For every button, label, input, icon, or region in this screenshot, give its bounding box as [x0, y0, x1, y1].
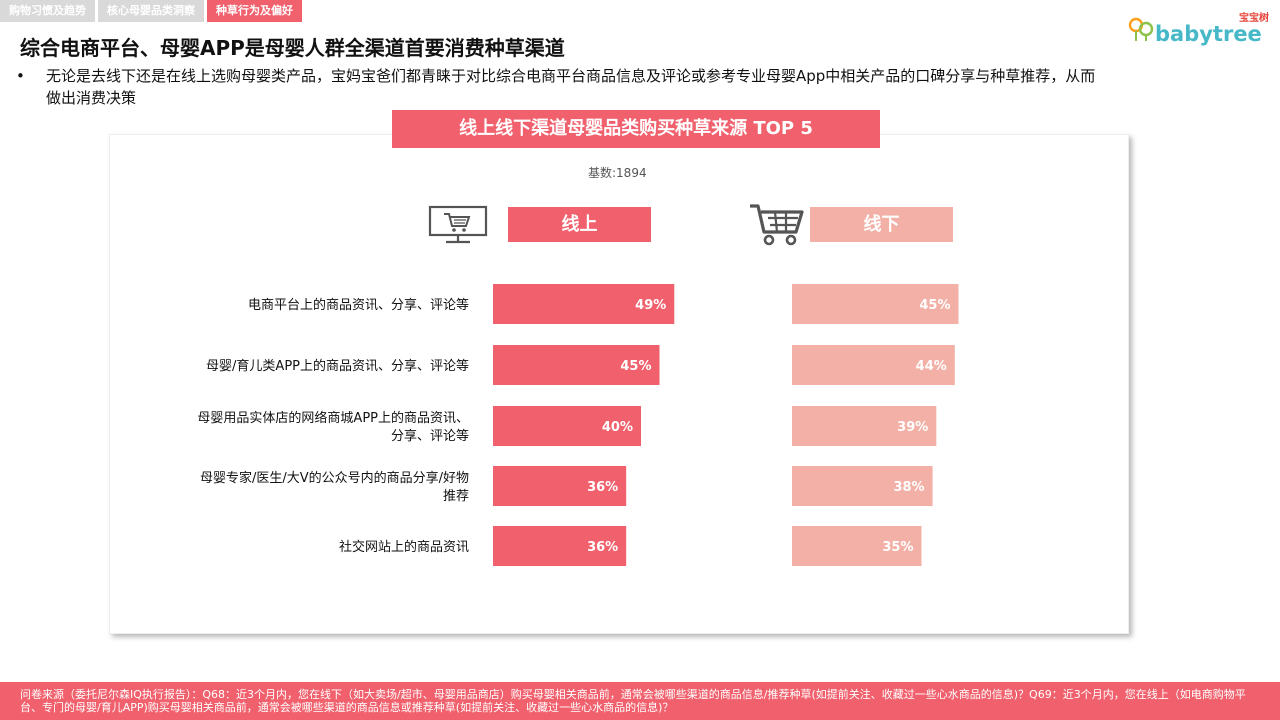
value-label-offline: 39% — [897, 420, 928, 435]
logo-brand-cn: 宝宝树 — [1239, 11, 1269, 24]
monitor-cart-icon — [428, 205, 488, 244]
legend-offline: 线下 — [810, 207, 953, 242]
bar-offline — [792, 466, 933, 506]
tab-shopping-habits[interactable]: 购物习惯及趋势 — [0, 0, 95, 22]
value-label-offline: 35% — [882, 540, 913, 555]
category-label: 母婴专家/医生/大V的公众号内的商品分享/好物推荐 — [200, 470, 469, 504]
bar-online — [493, 284, 675, 324]
category-label: 母婴用品实体店的网络商城APP上的商品资讯、分享、评论等 — [197, 410, 469, 444]
bar-offline — [792, 345, 955, 385]
shopping-cart-icon — [750, 204, 804, 246]
bar-online — [493, 526, 627, 566]
value-label-online: 36% — [587, 540, 618, 555]
tab-category-insight[interactable]: 核心母婴品类洞察 — [98, 0, 204, 22]
legend-online: 线上 — [508, 207, 651, 242]
value-label-offline: 44% — [916, 359, 947, 374]
value-label-online: 45% — [620, 359, 651, 374]
tab-seeding-behavior[interactable]: 种草行为及偏好 — [207, 0, 302, 22]
chart-base: 基数:1894 — [588, 166, 647, 180]
value-label-online: 40% — [602, 420, 633, 435]
value-label-offline: 45% — [919, 298, 950, 313]
bar-online — [493, 406, 641, 446]
category-label-line: 推荐 — [443, 489, 469, 504]
bullet-dot: • — [16, 67, 25, 85]
category-label-line: 社交网站上的商品资讯 — [339, 539, 469, 555]
category-label: 社交网站上的商品资讯 — [339, 539, 469, 555]
category-label: 母婴/育儿类APP上的商品资讯、分享、评论等 — [206, 358, 469, 374]
category-label-line: 母婴专家/医生/大V的公众号内的商品分享/好物 — [200, 470, 469, 486]
bar-offline — [792, 284, 959, 324]
bar-offline — [792, 406, 937, 446]
value-label-online: 36% — [587, 480, 618, 495]
footer-source-note: 问卷来源（委托尼尔森IQ执行报告）：Q68：近3个月内，您在线下（如大卖场/超市… — [0, 682, 1280, 720]
category-label-line: 母婴/育儿类APP上的商品资讯、分享、评论等 — [206, 358, 469, 374]
babytree-logo: 宝宝树 babytree — [1128, 11, 1269, 46]
chart-title: 线上线下渠道母婴品类购买种草来源 TOP 5 — [392, 110, 880, 148]
bar-offline — [792, 526, 922, 566]
summary-text: 无论是去线下还是在线上选购母婴类产品，宝妈宝爸们都青睐于对比综合电商平台商品信息… — [46, 67, 1096, 107]
category-label-line: 分享、评论等 — [391, 428, 469, 444]
logo-brand: babytree — [1155, 22, 1262, 46]
category-label-line: 母婴用品实体店的网络商城APP上的商品资讯、 — [197, 410, 469, 426]
page-title: 综合电商平台、母婴APP是母婴人群全渠道首要消费种草渠道 — [20, 36, 565, 60]
bar-online — [493, 466, 627, 506]
logo-balloons-icon — [1128, 17, 1154, 41]
category-label-line: 电商平台上的商品资讯、分享、评论等 — [248, 297, 469, 313]
bar-online — [493, 345, 660, 385]
value-label-offline: 38% — [893, 480, 924, 495]
value-label-online: 49% — [635, 298, 666, 313]
category-label: 电商平台上的商品资讯、分享、评论等 — [248, 297, 469, 313]
section-tabs: 购物习惯及趋势 核心母婴品类洞察 种草行为及偏好 — [0, 0, 305, 22]
